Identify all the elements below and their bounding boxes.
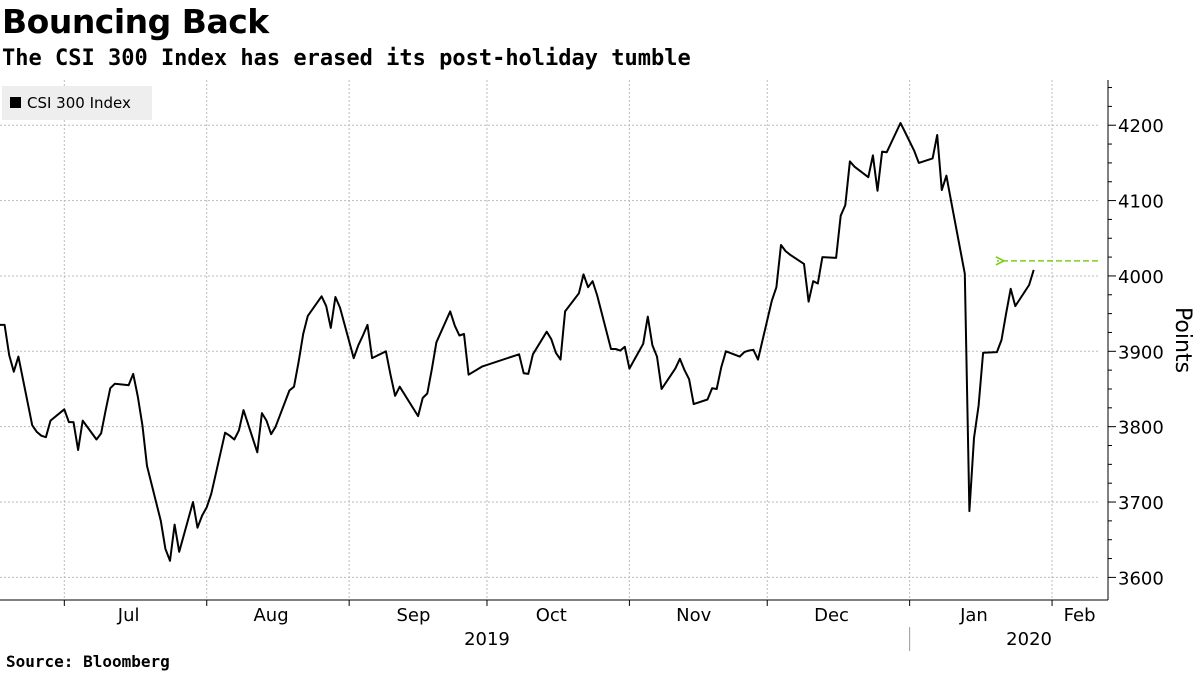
y-tick-label: 3600: [1118, 568, 1164, 589]
year-label: 2020: [1006, 629, 1052, 650]
y-tick-label: 4000: [1118, 267, 1164, 288]
year-label: 2019: [464, 629, 510, 650]
axis-layer: 3600 3700 3800 3900 4000 4100 4200 Jul Aug Sep Oct…: [0, 80, 1164, 651]
legend-swatch: [10, 97, 21, 108]
x-tick-label: Nov: [676, 605, 711, 626]
series-line-csi300: [0, 122, 1035, 562]
x-tick-label: Jul: [117, 605, 140, 626]
y-tick-label: 4200: [1118, 116, 1164, 137]
y-tick-label: 3800: [1118, 418, 1164, 439]
y-tick-label: 3900: [1118, 342, 1164, 363]
chart-subtitle: The CSI 300 Index has erased its post-ho…: [2, 46, 691, 71]
series-layer: [0, 122, 1035, 562]
x-tick-label: Dec: [814, 605, 849, 626]
x-tick-label: Aug: [253, 605, 288, 626]
legend-entry-csi300: CSI 300 Index: [27, 94, 131, 112]
chart-title: Bouncing Back: [2, 2, 269, 41]
x-tick-label: Sep: [397, 605, 431, 626]
legend-background: [2, 86, 152, 120]
y-tick-label: 3700: [1118, 493, 1164, 514]
x-tick-label: Oct: [536, 605, 567, 626]
y-tick-label: 4100: [1118, 192, 1164, 213]
x-tick-label: Jan: [959, 605, 988, 626]
source-note: Source: Bloomberg: [6, 652, 170, 671]
x-tick-label: Feb: [1064, 605, 1096, 626]
y-axis-label: Points: [1170, 307, 1195, 373]
legend: CSI 300 Index: [2, 86, 152, 120]
